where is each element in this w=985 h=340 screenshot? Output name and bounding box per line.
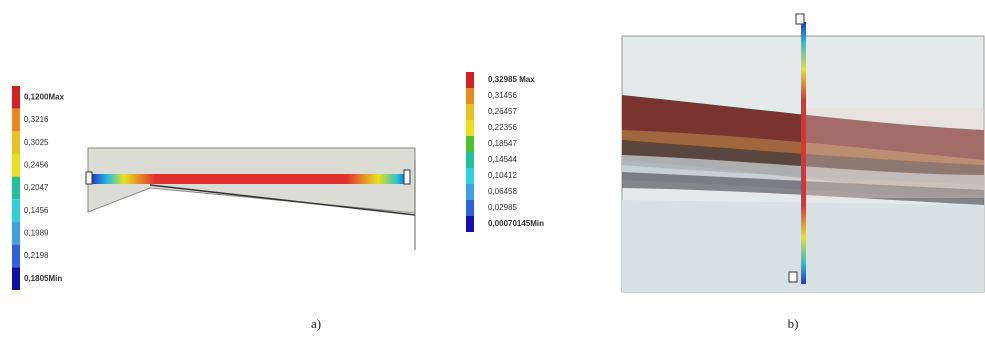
legend-swatch xyxy=(12,131,20,154)
legend-swatch xyxy=(466,184,474,200)
caption: b) xyxy=(788,316,799,331)
beam-model xyxy=(86,148,415,250)
legend-label: 0,2456 xyxy=(24,160,49,169)
legend-label: 0,31456 xyxy=(488,91,517,100)
legend-label: 0,06458 xyxy=(488,187,517,196)
legend-label: 0,26457 xyxy=(488,107,517,116)
legend-swatch xyxy=(466,136,474,152)
legend-swatch xyxy=(12,222,20,245)
legend-label: 0,1456 xyxy=(24,206,49,215)
legend-label: 0,02985 xyxy=(488,203,517,212)
caption: a) xyxy=(311,316,321,331)
legend-swatch xyxy=(12,177,20,200)
legend-swatch xyxy=(12,86,20,109)
legend-swatch xyxy=(466,200,474,216)
legend-swatch xyxy=(466,168,474,184)
legend-swatch xyxy=(12,245,20,268)
legend-swatch xyxy=(12,109,20,132)
legend-swatch xyxy=(466,88,474,104)
legend-swatch xyxy=(466,72,474,88)
legend-label: 0,3025 xyxy=(24,138,49,147)
legend-swatch xyxy=(466,216,474,232)
legend-swatch xyxy=(466,152,474,168)
legend-label: 0,2198 xyxy=(24,251,49,260)
legend-label: 0,2047 xyxy=(24,183,49,192)
figure: 0,1200Max 0,3216 0,3025 0,2456 0,2047 0,1456 0… xyxy=(0,0,985,335)
legend-swatch xyxy=(12,267,20,290)
legend-swatch xyxy=(12,199,20,222)
legend-swatch xyxy=(466,104,474,120)
legend-swatch xyxy=(12,154,20,177)
legend-label: 0,00070145Min xyxy=(488,219,544,228)
legend-label: 0,22356 xyxy=(488,123,517,132)
legend-label: 0,1200Max xyxy=(24,92,65,101)
legend-label: 0,1989 xyxy=(24,228,49,237)
legend-label: 0,32985 Max xyxy=(488,75,535,84)
legend-swatch xyxy=(466,120,474,136)
legend-label: 0,1805Min xyxy=(24,274,62,283)
layer-model xyxy=(622,14,984,292)
legend-label: 0,3216 xyxy=(24,115,49,124)
legend-label: 0,18547 xyxy=(488,139,517,148)
legend-label: 0,14544 xyxy=(488,155,517,164)
legend-label: 0,10412 xyxy=(488,171,517,180)
